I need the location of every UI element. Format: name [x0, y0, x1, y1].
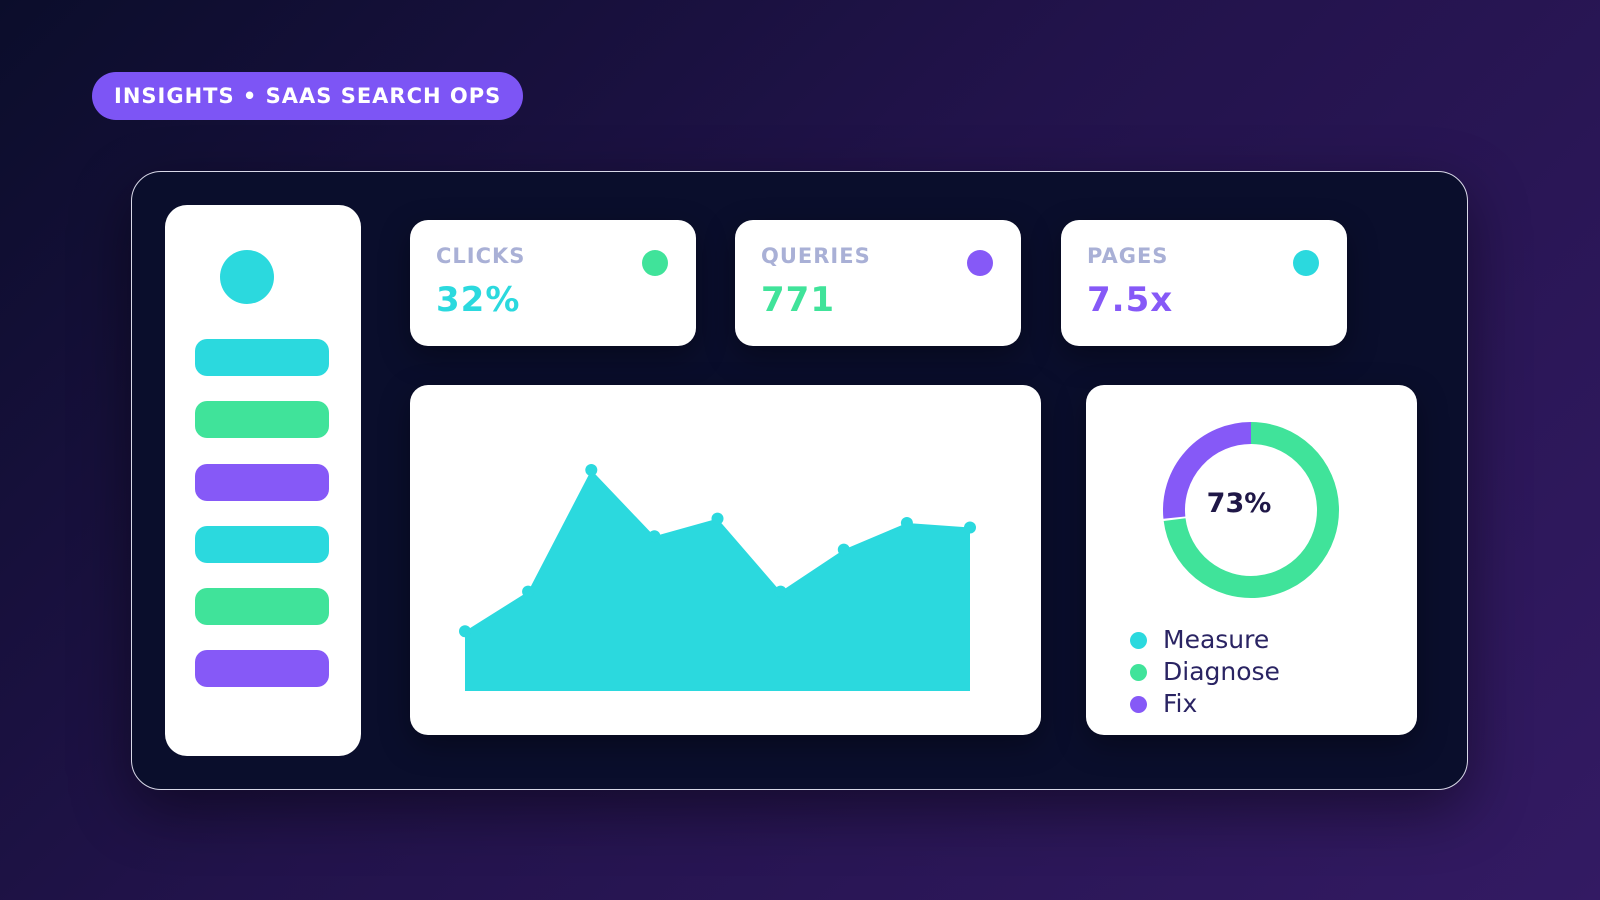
status-dot-icon — [642, 250, 668, 276]
kpi-card-pages[interactable]: PAGES 7.5x — [1061, 220, 1347, 346]
area-chart-card[interactable] — [410, 385, 1041, 735]
area-series — [465, 470, 970, 691]
sidebar-item-3[interactable] — [195, 464, 329, 501]
kpi-value: 771 — [761, 280, 835, 320]
data-point — [711, 512, 724, 525]
sidebar-item-1[interactable] — [195, 339, 329, 376]
sidebar-item-6[interactable] — [195, 650, 329, 687]
legend-item-diagnose[interactable]: Diagnose — [1130, 656, 1280, 688]
header-badge: INSIGHTS • SAAS SEARCH OPS — [92, 72, 524, 120]
legend-item-measure[interactable]: Measure — [1130, 624, 1280, 656]
sidebar-item-2[interactable] — [195, 401, 329, 438]
data-point — [585, 464, 598, 476]
donut-center-label: 73% — [1206, 488, 1272, 519]
status-dot-icon — [1293, 250, 1319, 276]
legend-label: Fix — [1163, 689, 1198, 718]
donut-legend: Measure Diagnose Fix — [1130, 624, 1280, 720]
sidebar-item-4[interactable] — [195, 526, 329, 563]
status-dot-icon — [967, 250, 993, 276]
sidebar-avatar[interactable] — [220, 250, 274, 304]
donut-segment — [1163, 422, 1339, 598]
data-point — [964, 521, 976, 534]
kpi-value: 32% — [436, 280, 521, 320]
kpi-label: QUERIES — [761, 244, 871, 268]
kpi-card-queries[interactable]: QUERIES 771 — [735, 220, 1021, 346]
area-chart — [459, 464, 976, 691]
data-point — [648, 530, 661, 543]
kpi-label: CLICKS — [436, 244, 526, 268]
legend-dot-icon — [1130, 696, 1147, 713]
data-point — [522, 585, 535, 598]
data-point — [900, 517, 913, 529]
data-point — [459, 625, 471, 638]
donut-segment — [1163, 422, 1252, 519]
legend-item-fix[interactable]: Fix — [1130, 688, 1280, 720]
kpi-card-clicks[interactable]: CLICKS 32% — [410, 220, 696, 346]
legend-dot-icon — [1130, 632, 1147, 649]
sidebar-item-5[interactable] — [195, 588, 329, 625]
kpi-label: PAGES — [1087, 244, 1169, 268]
data-point — [837, 543, 850, 556]
kpi-value: 7.5x — [1087, 280, 1174, 320]
legend-dot-icon — [1130, 664, 1147, 681]
data-point — [774, 585, 787, 598]
donut-chart — [1163, 422, 1339, 598]
legend-label: Measure — [1163, 625, 1270, 654]
legend-label: Diagnose — [1163, 657, 1280, 686]
